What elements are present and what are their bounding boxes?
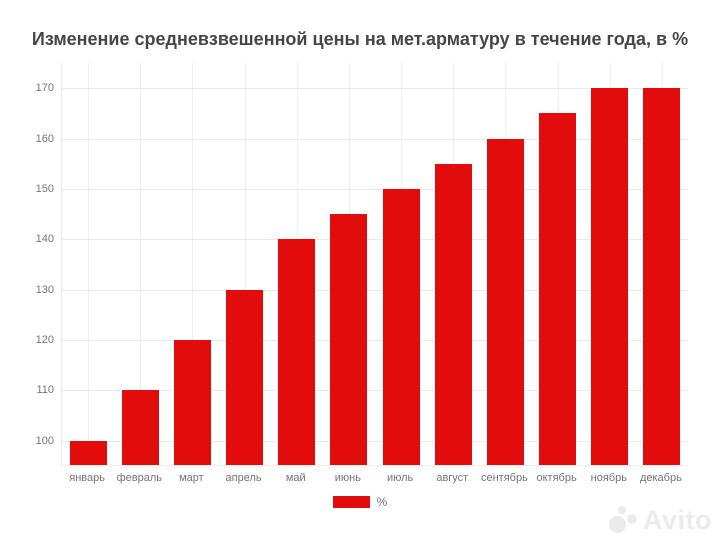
y-axis-label: 130 bbox=[35, 283, 54, 296]
bar-апрель bbox=[226, 289, 264, 465]
y-axis-label: 170 bbox=[35, 82, 54, 95]
bar-июнь bbox=[330, 214, 368, 465]
bar-декабрь bbox=[643, 88, 681, 465]
x-axis-label: июнь bbox=[334, 472, 361, 484]
v-gridline bbox=[192, 63, 194, 465]
x-axis-label: сентябрь bbox=[480, 472, 528, 484]
avito-watermark: Avito bbox=[609, 505, 712, 534]
v-gridline bbox=[140, 63, 142, 465]
x-axis-label: ноябрь bbox=[590, 472, 627, 484]
bar-октябрь bbox=[539, 113, 577, 465]
bar-март bbox=[173, 340, 211, 465]
h-gridline bbox=[62, 289, 688, 291]
y-axis-label: 160 bbox=[35, 132, 54, 145]
chart-title: Изменение средневзвешенной цены на мет.а… bbox=[31, 29, 689, 49]
bar-ноябрь bbox=[591, 88, 629, 465]
y-axis-label: 140 bbox=[35, 233, 54, 246]
bar-май bbox=[278, 239, 316, 465]
h-gridline bbox=[62, 188, 688, 190]
legend-swatch-icon bbox=[332, 496, 370, 508]
bar-июль bbox=[382, 188, 420, 465]
x-axis-label: июль bbox=[386, 472, 414, 484]
x-axis-label: декабрь bbox=[639, 472, 682, 484]
x-axis-label: май bbox=[285, 472, 306, 484]
avito-logo-icon bbox=[609, 505, 639, 534]
y-axis-label: 120 bbox=[35, 334, 54, 347]
y-axis-label: 110 bbox=[36, 384, 54, 397]
v-gridline bbox=[88, 63, 90, 465]
y-axis-label: 100 bbox=[35, 434, 54, 447]
bar-февраль bbox=[121, 390, 159, 465]
plot-area bbox=[61, 63, 688, 466]
x-axis-label: февраль bbox=[116, 472, 162, 484]
h-gridline bbox=[62, 138, 688, 140]
h-gridline bbox=[62, 390, 688, 392]
h-gridline bbox=[62, 239, 688, 241]
legend: % bbox=[0, 494, 720, 510]
h-gridline bbox=[62, 88, 688, 90]
x-axis-label: август bbox=[436, 472, 469, 484]
legend-label: % bbox=[376, 495, 388, 509]
x-axis-label: январь bbox=[69, 472, 105, 484]
h-gridline bbox=[62, 440, 688, 442]
h-gridline bbox=[62, 340, 688, 342]
x-axis-label: март bbox=[179, 472, 204, 484]
v-gridline bbox=[244, 63, 246, 465]
x-axis-label: апрель bbox=[225, 472, 262, 484]
y-axis-label: 150 bbox=[35, 182, 54, 195]
bar-август bbox=[434, 163, 472, 465]
watermark-text: Avito bbox=[643, 505, 712, 535]
x-axis-label: октябрь bbox=[536, 472, 577, 484]
bar-январь bbox=[69, 440, 107, 465]
bar-сентябрь bbox=[486, 138, 524, 465]
